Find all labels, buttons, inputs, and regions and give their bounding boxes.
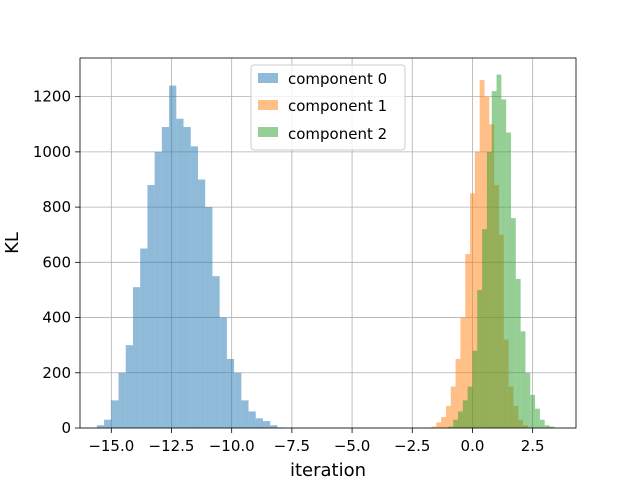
x-tick-label: 2.5 (521, 437, 545, 455)
histogram-bar (520, 331, 526, 428)
histogram-bar (197, 179, 206, 428)
x-tick-label: −15.0 (88, 437, 134, 455)
histogram-bar (441, 416, 446, 428)
histogram-bar (453, 419, 459, 428)
histogram-bar (205, 207, 213, 428)
histogram-bar (154, 151, 162, 428)
histogram-bar (506, 132, 511, 428)
y-tick-label: 400 (42, 309, 71, 327)
histogram-bar (241, 400, 249, 428)
histogram-bar (147, 185, 155, 428)
histogram-bar (496, 74, 502, 428)
histogram-bar (549, 426, 555, 428)
y-tick-label: 800 (42, 198, 71, 216)
histogram-bar (450, 386, 456, 428)
histogram-bar (482, 229, 487, 428)
histogram-bar (460, 317, 466, 428)
legend-box (250, 64, 406, 151)
legend-label-component-0: component 0 (288, 70, 387, 88)
histogram-bar (96, 425, 105, 428)
x-tick-label: −7.5 (274, 437, 310, 455)
y-tick-label: 200 (42, 364, 71, 382)
histogram-bars (96, 74, 555, 429)
legend-label-component-1: component 1 (288, 97, 387, 115)
histogram-bar (544, 425, 550, 428)
histogram-bar (491, 91, 497, 428)
histogram-bar (219, 317, 227, 428)
legend: component 0 component 1 component 2 (250, 64, 406, 151)
histogram-bar (436, 422, 442, 428)
legend-swatch-component-1 (258, 100, 278, 110)
histogram-bar (470, 193, 475, 428)
histogram-bar (270, 425, 278, 428)
y-axis-label: KL (2, 232, 23, 254)
histogram-bar (234, 372, 242, 428)
y-tick-label: 600 (42, 253, 71, 271)
histogram-bar (118, 372, 126, 428)
histogram-bar (462, 400, 468, 428)
histogram-bar (161, 127, 170, 429)
legend-label-component-2: component 2 (288, 125, 387, 143)
histogram-bar (125, 345, 133, 428)
histogram-bar (176, 118, 184, 428)
histogram-bar (190, 146, 198, 428)
histogram-bar (539, 419, 545, 428)
histogram-bar (467, 386, 473, 428)
histogram-bar (525, 372, 531, 428)
y-axis-ticks: 0 200 400 600 800 1000 1200 (33, 88, 80, 437)
histogram-bar (431, 426, 437, 428)
histogram-bar (111, 400, 119, 428)
x-axis-ticks: −15.0 −12.5 −10.0 −7.5 −5.0 −2.5 0.0 2.5 (88, 428, 545, 455)
x-tick-label: −12.5 (149, 437, 195, 455)
series-component-2 (448, 74, 555, 428)
x-tick-label: −10.0 (209, 437, 255, 455)
x-tick-label: −2.5 (394, 437, 430, 455)
histogram-bar (262, 421, 271, 428)
x-tick-label: −5.0 (334, 437, 370, 455)
y-tick-label: 1000 (33, 143, 71, 161)
histogram-bar (212, 276, 220, 428)
histogram-bar (255, 418, 263, 428)
histogram-bar (140, 248, 148, 428)
histogram-bar (226, 358, 235, 428)
histogram-bar (501, 99, 507, 428)
histogram-bar (183, 127, 191, 429)
histogram-bar (515, 278, 521, 428)
x-axis-label: iteration (290, 460, 366, 480)
histogram-bar (448, 426, 454, 428)
histogram-bar (132, 287, 141, 428)
histogram-bar (458, 411, 463, 428)
histogram-bar (465, 254, 471, 428)
histogram-bar (486, 151, 492, 428)
histogram-bar (169, 85, 177, 428)
histogram-bar (535, 408, 540, 428)
histogram-bar (530, 394, 536, 428)
histogram-bar (472, 350, 478, 428)
histogram-bar (104, 419, 112, 428)
histogram-bar (248, 411, 256, 428)
plot-frame (79, 57, 577, 429)
histogram-bar (477, 289, 483, 428)
histogram-bar (455, 358, 461, 428)
legend-swatch-component-2 (258, 127, 278, 137)
histogram-bar (445, 405, 451, 428)
histogram-bar (510, 218, 516, 428)
y-tick-label: 0 (61, 419, 71, 437)
legend-swatch-component-0 (258, 73, 278, 83)
series-component-0 (96, 85, 285, 429)
y-tick-label: 1200 (33, 88, 71, 106)
x-tick-label: 0.0 (461, 437, 485, 455)
